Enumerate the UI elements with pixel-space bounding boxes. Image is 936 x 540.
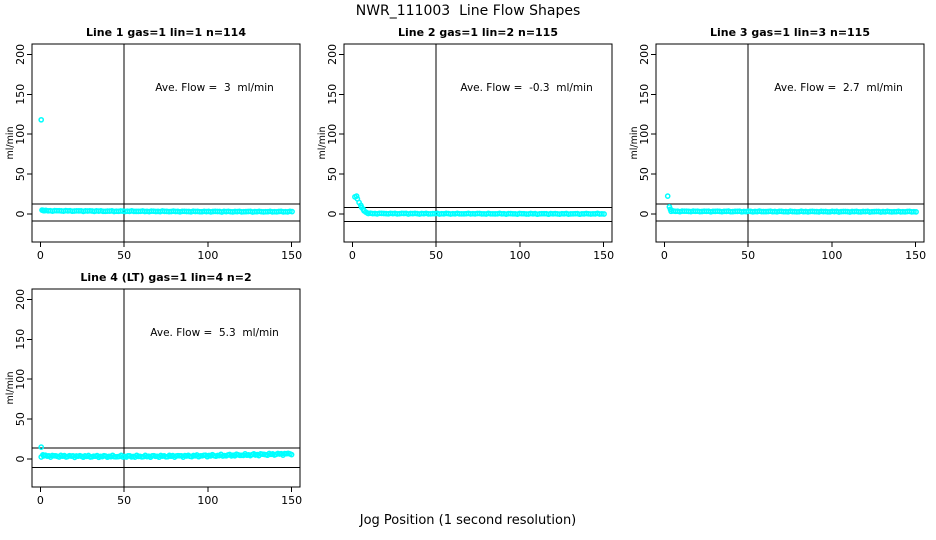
figure-title: NWR_111003 Line Flow Shapes — [355, 3, 581, 19]
data-point — [911, 208, 917, 215]
y-tick-label: 0 — [326, 211, 339, 218]
y-tick-label: 50 — [14, 167, 27, 181]
x-tick-label: 100 — [197, 249, 218, 262]
plot-border — [343, 43, 613, 243]
x-tick-label: 100 — [821, 249, 842, 262]
data-point — [288, 451, 295, 458]
y-axis-ticks: 0 50 100 150 200 — [14, 289, 32, 463]
x-tick-label: 0 — [37, 494, 44, 507]
plot-border — [31, 288, 301, 488]
data-point — [353, 193, 360, 199]
x-tick-label: 0 — [661, 249, 668, 262]
ave-flow-annotation: Ave. Flow = 3 ml/min — [155, 82, 274, 94]
y-axis-ticks: 0 50 100 150 200 — [326, 44, 344, 218]
y-tick-label: 150 — [14, 84, 27, 105]
x-tick-label: 150 — [905, 249, 926, 262]
y-tick-label: 150 — [14, 329, 27, 350]
ave-flow-annotation: Ave. Flow = 2.7 ml/min — [774, 82, 903, 94]
data-point — [913, 209, 919, 215]
data-point — [38, 116, 45, 123]
y-axis-label: ml/min — [629, 126, 640, 159]
y-axis-label: ml/min — [5, 371, 16, 404]
figure-x-axis-label: Jog Position (1 second resolution) — [359, 513, 577, 528]
subplot-line-2: Line 2 gas=1 lin=2 n=115 ml/min 0 50 100 150 0… — [312, 20, 624, 265]
x-tick-label: 100 — [197, 494, 218, 507]
x-tick-label: 50 — [429, 249, 443, 262]
x-axis-ticks: 0 50 100 150 — [349, 242, 614, 262]
y-tick-label: 0 — [638, 211, 651, 218]
data-points — [352, 193, 607, 218]
data-points — [664, 193, 919, 215]
y-tick-label: 0 — [14, 456, 27, 463]
x-tick-label: 100 — [509, 249, 530, 262]
x-tick-label: 150 — [281, 494, 302, 507]
y-tick-label: 100 — [638, 124, 651, 145]
ave-flow-annotation: Ave. Flow = -0.3 ml/min — [460, 82, 592, 94]
x-tick-label: 0 — [37, 249, 44, 262]
y-tick-label: 200 — [14, 44, 27, 65]
plot-border — [655, 43, 925, 243]
y-axis-label: ml/min — [317, 126, 328, 159]
subplot-title: Line 3 gas=1 lin=3 n=115 — [710, 26, 870, 39]
subplot-title: Line 2 gas=1 lin=2 n=115 — [398, 26, 558, 39]
y-axis-ticks: 0 50 100 150 200 — [14, 44, 32, 218]
data-point — [289, 208, 295, 215]
plot-border — [31, 43, 301, 243]
x-tick-label: 0 — [349, 249, 356, 262]
y-tick-label: 150 — [326, 84, 339, 105]
subplot-line-1: Line 1 gas=1 lin=1 n=114 ml/min 0 50 100 150 0… — [0, 20, 312, 265]
x-tick-label: 150 — [281, 249, 302, 262]
data-point — [664, 193, 671, 199]
ave-flow-annotation: Ave. Flow = 5.3 ml/min — [150, 327, 279, 339]
y-axis-label: ml/min — [5, 126, 16, 159]
y-axis-ticks: 0 50 100 150 200 — [638, 44, 656, 218]
subplot-title: Line 4 (LT) gas=1 lin=4 n=2 — [80, 271, 251, 284]
x-tick-label: 150 — [593, 249, 614, 262]
x-axis-ticks: 0 50 100 150 — [37, 487, 302, 507]
x-tick-label: 50 — [117, 494, 131, 507]
y-tick-label: 0 — [14, 211, 27, 218]
subplot-line-4: Line 4 (LT) gas=1 lin=4 n=2 ml/min 0 50 100 1… — [0, 265, 312, 510]
data-point — [38, 444, 45, 450]
y-tick-label: 50 — [638, 167, 651, 181]
data-point — [601, 211, 607, 217]
y-tick-label: 100 — [14, 369, 27, 390]
y-tick-label: 200 — [14, 289, 27, 310]
y-tick-label: 200 — [326, 44, 339, 65]
reference-lines — [344, 44, 612, 242]
y-tick-label: 200 — [638, 44, 651, 65]
x-tick-label: 50 — [117, 249, 131, 262]
y-tick-label: 50 — [326, 167, 339, 181]
subplot-line-3: Line 3 gas=1 lin=3 n=115 ml/min 0 50 100 150 0… — [624, 20, 936, 265]
y-tick-label: 50 — [14, 412, 27, 426]
y-tick-label: 100 — [326, 124, 339, 145]
data-point — [599, 211, 605, 217]
subplot-title: Line 1 gas=1 lin=1 n=114 — [86, 26, 246, 39]
x-axis-ticks: 0 50 100 150 — [661, 242, 926, 262]
y-tick-label: 100 — [14, 124, 27, 145]
subplot-canvas: Line 4 (LT) gas=1 lin=4 n=2 ml/min 0 50 100 1… — [5, 271, 302, 507]
y-tick-label: 150 — [638, 84, 651, 105]
data-points — [38, 116, 295, 215]
x-axis-ticks: 0 50 100 150 — [37, 242, 302, 262]
x-tick-label: 50 — [741, 249, 755, 262]
data-points — [38, 444, 295, 461]
